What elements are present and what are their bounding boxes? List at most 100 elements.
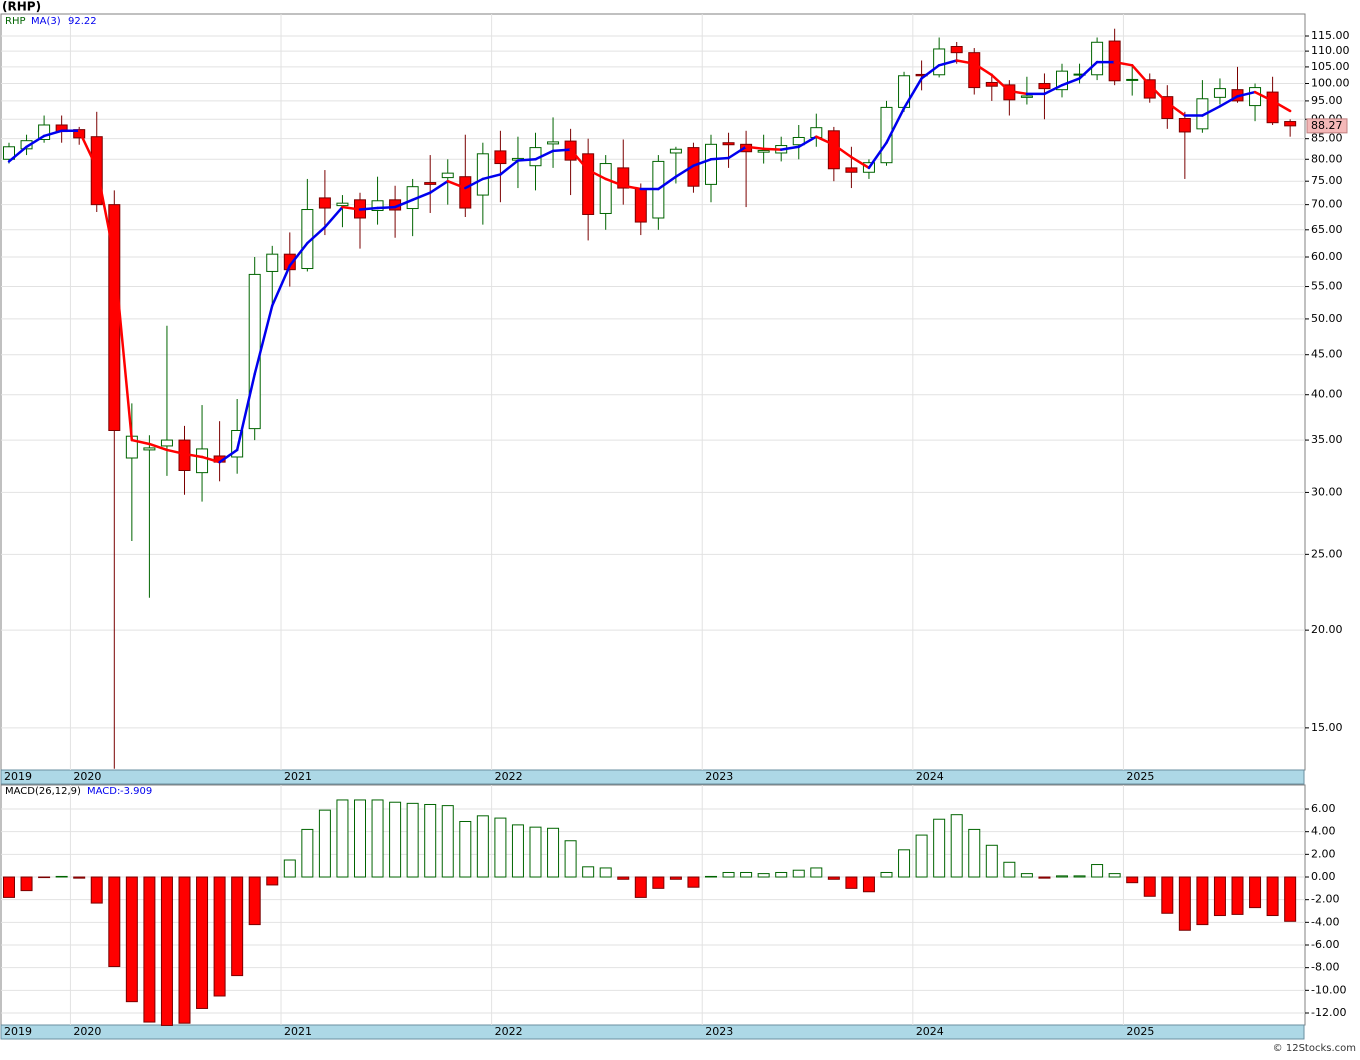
candle-body — [318, 197, 331, 209]
macd-bar — [898, 849, 911, 878]
x-tick-label: 2024 — [916, 770, 944, 783]
candle-body — [476, 153, 489, 196]
x-tick-label: 2024 — [916, 1025, 944, 1038]
macd-bar — [1038, 876, 1051, 879]
date-axis — [0, 1024, 1305, 1040]
macd-bar — [968, 828, 981, 878]
macd-bar — [862, 876, 875, 893]
ma-segment — [218, 448, 239, 464]
ma-segment — [341, 205, 362, 211]
macd-bar — [248, 876, 261, 926]
ma-segment — [674, 164, 695, 178]
ma-segment — [393, 198, 414, 209]
candle-body — [845, 167, 858, 173]
macd-bar — [1196, 876, 1209, 926]
macd-bar — [1126, 876, 1139, 884]
candle-body — [757, 149, 770, 153]
ma-segment — [1043, 83, 1064, 96]
legend-macd-value: -3.909 — [120, 786, 152, 797]
macd-bar — [90, 876, 103, 904]
macd-bar — [1284, 876, 1297, 922]
x-tick-label: 2022 — [495, 1025, 523, 1038]
ma-segment — [183, 452, 204, 459]
y-tick-label: 4.00 — [1311, 825, 1336, 838]
ma-segment — [42, 129, 63, 138]
macd-bar — [1231, 876, 1244, 915]
macd-bar — [55, 875, 68, 878]
y-tick-label: 50.00 — [1311, 312, 1343, 325]
candle-body — [38, 124, 51, 140]
ma-segment — [7, 145, 28, 163]
candle-body — [1091, 41, 1104, 76]
ma-segment — [604, 177, 625, 188]
macd-bar — [880, 871, 893, 878]
candle-body — [880, 106, 893, 164]
y-tick-label: 2.00 — [1311, 847, 1336, 860]
ma-segment — [569, 148, 590, 172]
macd-bar — [283, 859, 296, 878]
ma-segment — [253, 304, 274, 376]
ma-segment — [727, 145, 748, 160]
macd-bar — [266, 876, 279, 886]
macd-bar — [231, 876, 244, 977]
candle-body — [634, 188, 647, 223]
macd-bar — [669, 876, 682, 880]
chart-title: (RHP) — [2, 0, 41, 14]
macd-bar — [1143, 876, 1156, 897]
y-tick-label: 70.00 — [1311, 198, 1343, 211]
candle-body — [248, 273, 261, 430]
y-tick-label: 100.00 — [1311, 76, 1350, 89]
macd-bar — [371, 799, 384, 878]
candle-body — [1038, 82, 1051, 90]
y-tick-label: 45.00 — [1311, 348, 1343, 361]
ma-segment — [832, 143, 853, 159]
macd-bar — [1266, 876, 1279, 917]
candle-body — [424, 182, 437, 185]
candle-body — [1020, 95, 1033, 98]
ma-segment — [95, 166, 116, 259]
date-axis — [0, 769, 1305, 785]
macd-bar — [424, 803, 437, 878]
candle-body — [1056, 70, 1068, 91]
plot-area — [0, 13, 1306, 771]
legend-series: RHP — [5, 16, 26, 27]
x-tick-label: 2021 — [284, 770, 312, 783]
candle-body — [617, 167, 630, 189]
macd-bar — [73, 876, 86, 879]
macd-bar — [564, 840, 577, 878]
ma-segment — [271, 264, 292, 307]
macd-bar — [529, 826, 542, 878]
candle-body — [599, 163, 612, 214]
ma-segment — [1271, 99, 1292, 113]
candle-body — [705, 143, 717, 185]
ma-segment — [165, 448, 186, 456]
y-tick-label: 85.00 — [1311, 132, 1343, 145]
x-tick-label: 2021 — [284, 1025, 312, 1038]
ma-segment — [1113, 60, 1134, 67]
macd-bar — [511, 824, 524, 878]
candle-body — [950, 46, 963, 54]
ma-segment — [920, 64, 941, 80]
ma-segment — [973, 62, 994, 77]
legend-macd: MACD(26,12,9) — [5, 786, 81, 797]
y-tick-label: 55.00 — [1311, 280, 1343, 293]
candle-body — [985, 81, 998, 87]
ma-segment — [815, 135, 836, 146]
macd-bar — [705, 875, 717, 878]
macd-bar — [38, 876, 51, 879]
macd-bar — [950, 814, 963, 878]
x-tick-label: 2022 — [495, 770, 523, 783]
candle-body — [231, 430, 244, 458]
macd-bar — [459, 820, 472, 878]
macd-bar — [547, 827, 560, 878]
macd-bar — [1178, 876, 1191, 931]
macd-bar — [599, 867, 612, 878]
macd-bar — [1161, 876, 1174, 914]
y-tick-label: 115.00 — [1311, 29, 1350, 42]
macd-bar — [757, 873, 770, 878]
y-tick-label: -8.00 — [1311, 961, 1339, 974]
y-tick-label: 80.00 — [1311, 152, 1343, 165]
y-tick-label: 95.00 — [1311, 94, 1343, 107]
x-tick-label: 2023 — [705, 770, 733, 783]
